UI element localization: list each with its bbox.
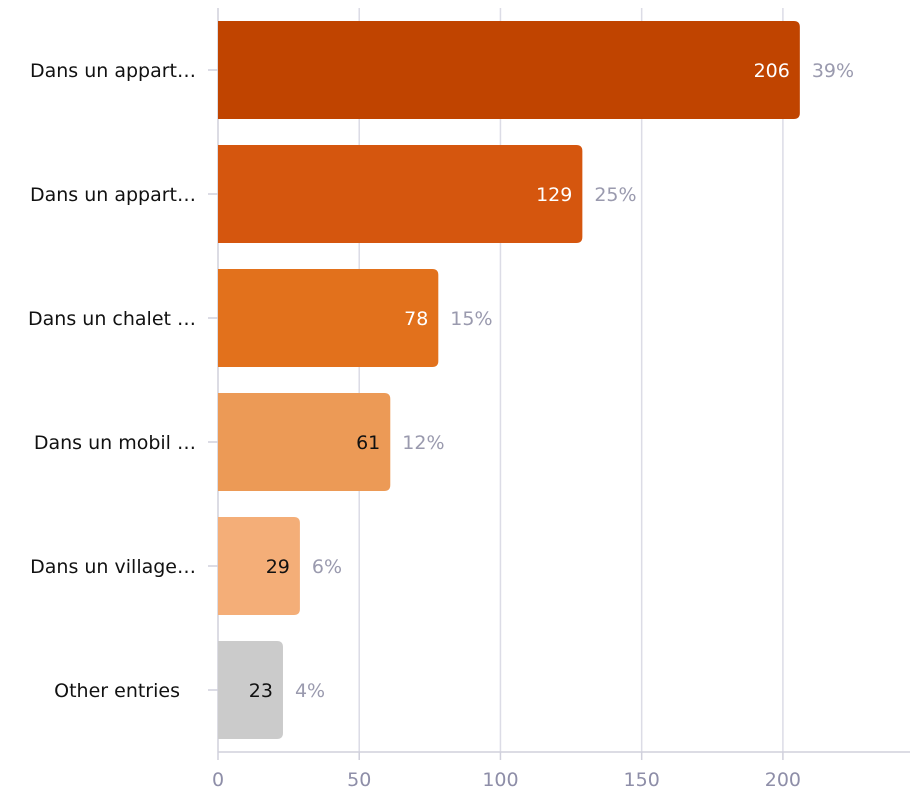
bar-percent-label: 12% bbox=[402, 432, 444, 454]
bar-percent-label: 15% bbox=[450, 308, 492, 330]
bar-value-label: 206 bbox=[754, 60, 790, 82]
bar[interactable] bbox=[218, 517, 300, 615]
bar[interactable] bbox=[218, 145, 583, 243]
x-tick-label: 200 bbox=[765, 769, 801, 790]
category-label: Dans un chalet … bbox=[28, 308, 196, 330]
category-label: Dans un appart… bbox=[30, 60, 196, 82]
category-label: Other entries bbox=[54, 680, 180, 702]
bar[interactable] bbox=[218, 269, 439, 367]
bar-value-label: 23 bbox=[249, 680, 273, 702]
category-label: Dans un appart… bbox=[30, 184, 196, 206]
bar-percent-label: 39% bbox=[812, 60, 854, 82]
category-label: Dans un village… bbox=[30, 556, 196, 578]
bar-percent-label: 6% bbox=[312, 556, 342, 578]
bar[interactable] bbox=[218, 641, 283, 739]
x-tick-label: 150 bbox=[624, 769, 660, 790]
bar[interactable] bbox=[218, 21, 800, 119]
x-tick-label: 100 bbox=[482, 769, 518, 790]
x-tick-label: 0 bbox=[212, 769, 224, 790]
bar-value-label: 78 bbox=[404, 308, 428, 330]
bar[interactable] bbox=[218, 393, 391, 491]
category-label: Dans un mobil … bbox=[34, 432, 196, 454]
bar-value-label: 129 bbox=[536, 184, 572, 206]
x-tick-label: 50 bbox=[347, 769, 371, 790]
bar-percent-label: 4% bbox=[295, 680, 325, 702]
bar-value-label: 29 bbox=[266, 556, 290, 578]
bar-value-label: 61 bbox=[356, 432, 380, 454]
bar-percent-label: 25% bbox=[594, 184, 636, 206]
